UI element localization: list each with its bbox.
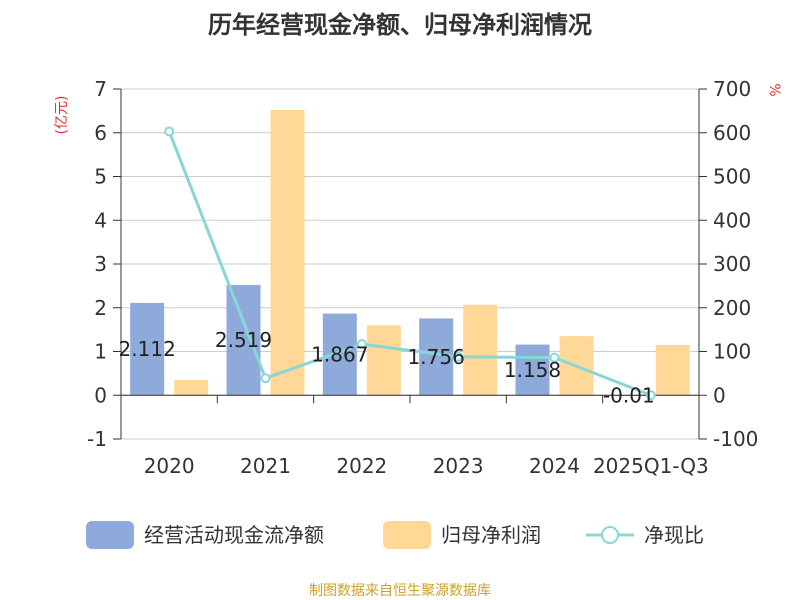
cashflow-data-label: 2.112: [119, 337, 176, 361]
cashflow-bar: [515, 344, 550, 396]
right-axis-unit: %: [766, 83, 782, 96]
legend-label-ratio: 净现比: [644, 523, 704, 547]
right-tick-label: 500: [713, 165, 751, 189]
right-tick-label: 600: [713, 121, 751, 145]
legend: 经营活动现金流净额 归母净利润 净现比: [86, 521, 704, 549]
x-tick-label: 2024: [529, 454, 580, 478]
cashflow-data-label: 2.519: [215, 328, 272, 352]
cashflow-data-label: 1.158: [504, 358, 561, 382]
left-tick-label: -1: [87, 427, 107, 451]
bars: [130, 110, 690, 396]
legend-swatch-net-profit: [383, 521, 431, 549]
cashflow-bar: [130, 302, 165, 396]
ratio-point: [356, 339, 367, 350]
net-profit-bar: [270, 110, 305, 396]
cashflow-data-label: -0.01: [603, 383, 655, 407]
right-tick-label: 200: [713, 296, 751, 320]
data-labels: 2.112 2.519 1.867 1.756 1.158 -0.01: [119, 328, 655, 407]
cashflow-bar: [226, 285, 261, 396]
x-tick-label: 2023: [433, 454, 484, 478]
source-note: 制图数据来自恒生聚源数据库: [309, 583, 491, 599]
ratio-line: [164, 126, 656, 401]
legend-swatch-cashflow: [86, 521, 134, 549]
x-tick-label: 2021: [240, 454, 291, 478]
right-tick-label: 400: [713, 208, 751, 232]
x-tick-label: 2025Q1-Q3: [593, 454, 709, 478]
legend-swatch-ratio-point: [601, 526, 619, 544]
net-profit-bar: [463, 304, 498, 396]
x-tick-label: 2020: [144, 454, 195, 478]
net-profit-bar: [366, 325, 401, 396]
chart-title: 历年经营现金净额、归母净利润情况: [208, 11, 592, 39]
left-tick-label: 5: [94, 165, 107, 189]
ratio-line-path: [167, 130, 652, 397]
ratio-point: [260, 373, 271, 384]
left-tick-label: 0: [94, 383, 107, 407]
legend-label-cashflow: 经营活动现金流净额: [144, 523, 324, 547]
axes: [113, 88, 707, 440]
cashflow-data-label: 1.756: [408, 345, 465, 369]
left-tick-label: 7: [94, 77, 107, 101]
right-tick-label: 0: [713, 383, 726, 407]
left-axis-unit: (亿元): [54, 96, 70, 135]
right-tick-label: 300: [713, 252, 751, 276]
right-tick-label: 100: [713, 340, 751, 364]
x-tick-label: 2022: [336, 454, 387, 478]
cashflow-data-label: 1.867: [311, 342, 368, 366]
left-tick-label: 2: [94, 296, 107, 320]
left-tick-label: 6: [94, 121, 107, 145]
right-tick-label: -100: [713, 427, 758, 451]
tick-labels: -1 0 1 2 3 4 5 6 7 -100 0 100 200 300 400 500 600 700 2020…: [87, 77, 758, 478]
net-profit-bar: [174, 379, 209, 396]
net-profit-bar: [655, 344, 690, 396]
legend-label-net-profit: 归母净利润: [441, 523, 541, 547]
left-tick-label: 3: [94, 252, 107, 276]
ratio-point: [164, 126, 175, 137]
left-tick-label: 4: [94, 208, 107, 232]
ratio-point: [549, 352, 560, 363]
left-tick-label: 1: [94, 340, 107, 364]
ratio-point: [645, 390, 656, 401]
ratio-point: [453, 351, 464, 362]
right-tick-label: 700: [713, 77, 751, 101]
